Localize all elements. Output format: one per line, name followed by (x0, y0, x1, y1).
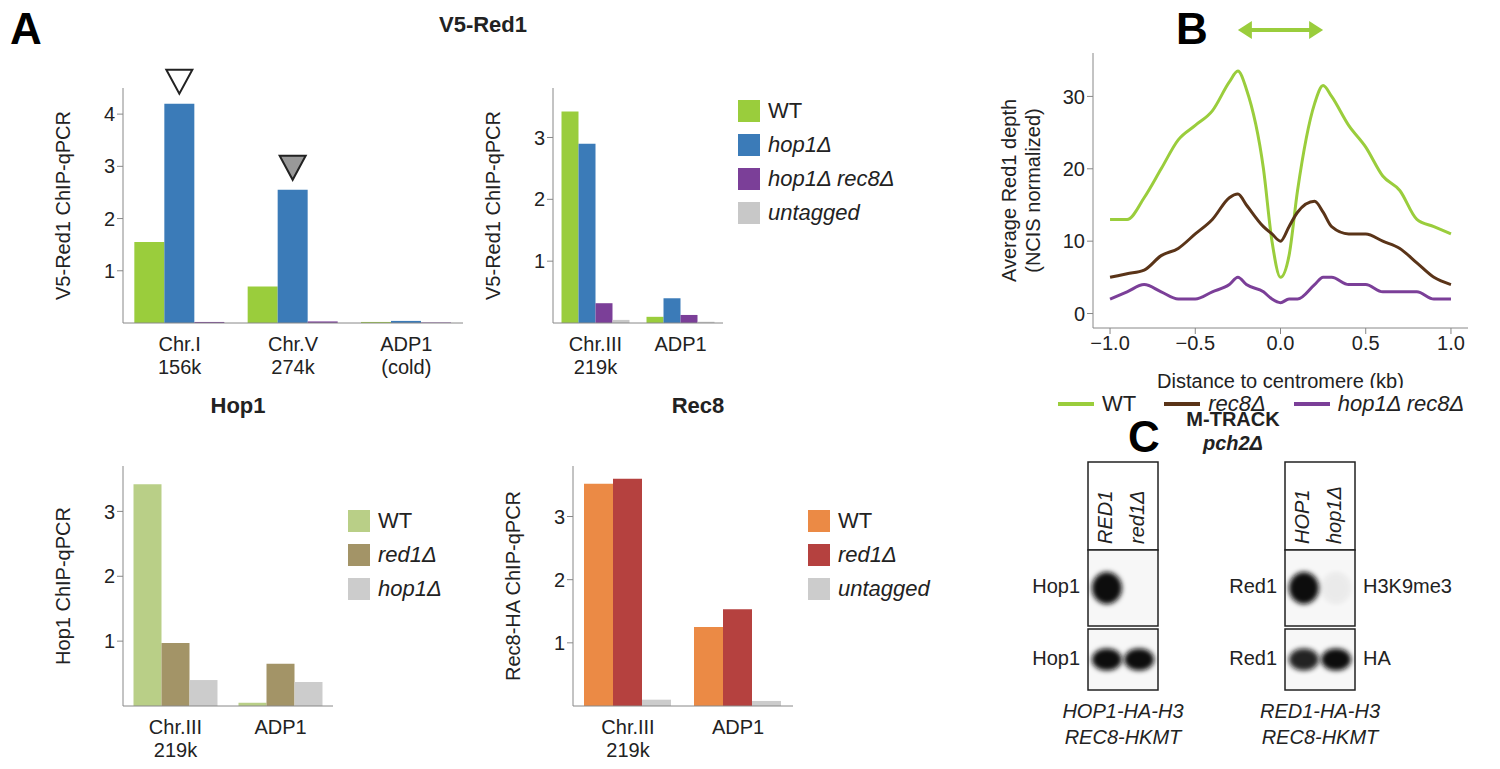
svg-text:V5-Red1 ChIP-qPCR: V5-Red1 ChIP-qPCR (52, 111, 74, 300)
svg-text:0.5: 0.5 (1352, 332, 1380, 354)
svg-text:Average Red1 depth(NCIS normal: Average Red1 depth(NCIS normalized) (998, 99, 1044, 282)
svg-text:red1Δ: red1Δ (1126, 491, 1148, 544)
svg-text:Hop1: Hop1 (1032, 647, 1080, 669)
svg-text:Distance to centromere (kb): Distance to centromere (kb) (1157, 370, 1404, 388)
svg-text:0.0: 0.0 (1267, 332, 1295, 354)
svg-text:RED1: RED1 (1094, 491, 1116, 544)
svg-text:20: 20 (1063, 158, 1085, 180)
svg-text:10: 10 (1063, 230, 1085, 252)
svg-text:RED1-HA-H3: RED1-HA-H3 (1260, 700, 1380, 722)
svg-text:1.0: 1.0 (1437, 332, 1465, 354)
svg-text:−1.0: −1.0 (1090, 332, 1129, 354)
svg-text:H3K9me3: H3K9me3 (1363, 575, 1452, 597)
svg-text:30: 30 (1063, 86, 1085, 108)
svg-text:0: 0 (1074, 303, 1085, 325)
svg-text:Chr.III219k: Chr.III219k (149, 716, 202, 761)
svg-text:REC8-HKMT: REC8-HKMT (1262, 726, 1380, 748)
svg-text:3: 3 (534, 127, 545, 149)
svg-text:Hop1: Hop1 (1032, 575, 1080, 597)
svg-text:ADP1: ADP1 (254, 716, 306, 738)
svg-text:1: 1 (104, 630, 115, 652)
svg-text:1: 1 (554, 632, 565, 654)
svg-text:M-TRACK: M-TRACK (1186, 408, 1280, 430)
svg-text:V5-Red1 ChIP-qPCR: V5-Red1 ChIP-qPCR (482, 111, 504, 300)
svg-text:HOP1: HOP1 (1291, 490, 1313, 544)
svg-text:2: 2 (554, 569, 565, 591)
svg-text:2: 2 (104, 208, 115, 230)
svg-text:3: 3 (104, 501, 115, 523)
svg-text:2: 2 (534, 188, 545, 210)
svg-text:1: 1 (534, 250, 545, 272)
svg-text:Chr.V274k: Chr.V274k (268, 333, 319, 378)
svg-text:ADP1: ADP1 (654, 333, 706, 355)
svg-text:HA: HA (1363, 647, 1391, 669)
svg-text:Chr.III219k: Chr.III219k (569, 333, 622, 378)
svg-text:Hop1 ChIP-qPCR: Hop1 ChIP-qPCR (52, 507, 74, 665)
svg-text:3: 3 (554, 506, 565, 528)
svg-text:pch2Δ: pch2Δ (1202, 432, 1263, 454)
svg-text:C: C (1128, 412, 1160, 461)
svg-text:hop1Δ: hop1Δ (1323, 486, 1345, 544)
svg-text:REC8-HKMT: REC8-HKMT (1065, 726, 1183, 748)
svg-text:Red1: Red1 (1229, 647, 1277, 669)
svg-text:Red1: Red1 (1229, 575, 1277, 597)
svg-text:1: 1 (104, 260, 115, 282)
svg-text:Chr.I156k: Chr.I156k (158, 333, 202, 378)
svg-text:−0.5: −0.5 (1176, 332, 1215, 354)
svg-text:2: 2 (104, 565, 115, 587)
svg-text:Chr.III219k: Chr.III219k (601, 716, 654, 761)
svg-text:ADP1: ADP1 (712, 716, 764, 738)
svg-text:HOP1-HA-H3: HOP1-HA-H3 (1062, 700, 1183, 722)
svg-text:4: 4 (104, 103, 115, 125)
svg-text:Rec8-HA ChIP-qPCR: Rec8-HA ChIP-qPCR (502, 491, 524, 681)
svg-text:ADP1(cold): ADP1(cold) (380, 333, 432, 378)
svg-text:3: 3 (104, 155, 115, 177)
